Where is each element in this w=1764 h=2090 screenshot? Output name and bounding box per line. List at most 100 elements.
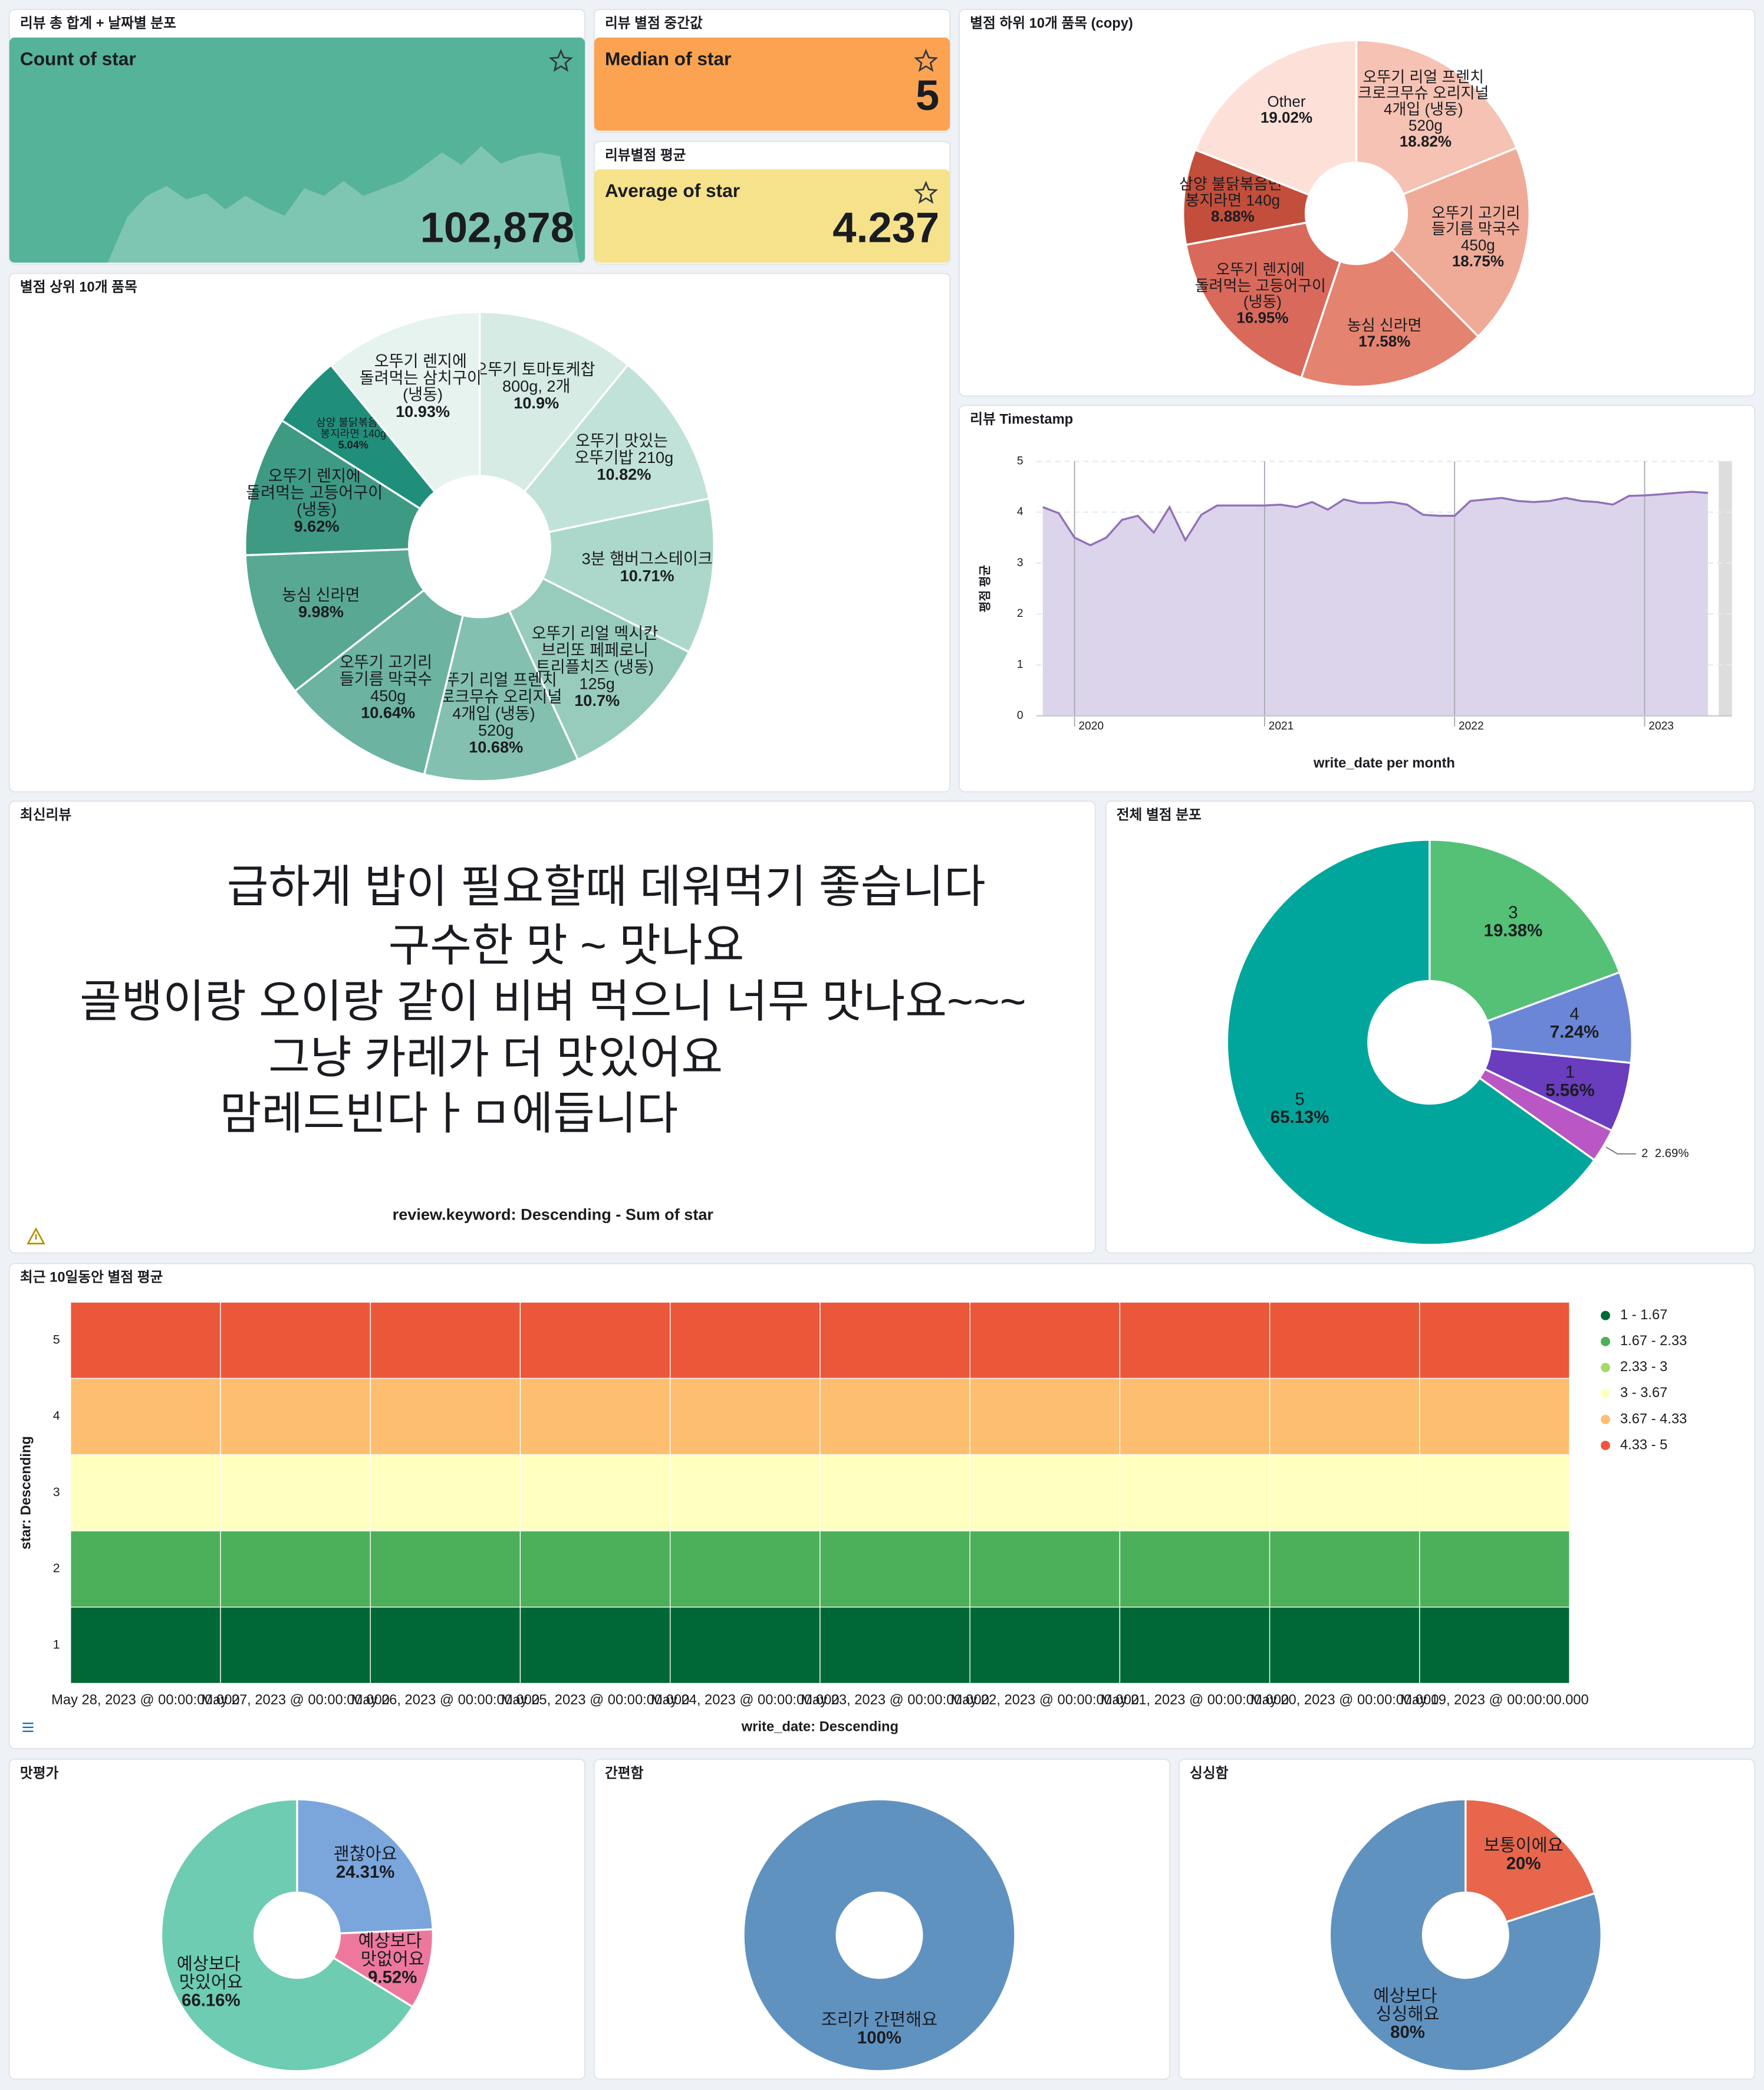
label-line: 맛있어요: [179, 1973, 243, 1992]
x-tick-label: 2022: [1459, 720, 1484, 732]
heatmap-cell: [519, 1606, 671, 1684]
heatmap-cell: [820, 1530, 970, 1608]
pie-slice: [160, 1798, 414, 2072]
legend-swatch: [1601, 1336, 1610, 1346]
panel-title: 전체 별점 분포: [1117, 807, 1202, 823]
metric-label: Average of star: [605, 180, 740, 201]
metric-card: [594, 169, 950, 263]
sparkline-area: [9, 146, 580, 263]
panel: [593, 1759, 1171, 2080]
slice-label: 오뚜기 리얼 프렌치 크로크무슈 오리지널 4개입 (냉동) 520g: [1358, 68, 1493, 134]
label-line: (냉동): [403, 385, 443, 403]
pie-slice: [541, 497, 715, 653]
y-tick-label: 3: [1017, 557, 1023, 569]
pie-slice: [423, 609, 580, 783]
slice-value: 9.62%: [294, 517, 340, 535]
label-line: 조리가 간편해요: [821, 2010, 937, 2029]
panel-title: 최신리뷰: [20, 807, 71, 823]
heatmap-cell: [820, 1606, 970, 1684]
slice-label: 조리가 간편해요: [821, 2010, 937, 2029]
pie-slice: [1184, 221, 1342, 379]
metric-value: 4.237: [832, 204, 939, 251]
slice-label: 오뚜기 렌지에 돌려먹는 삼치구이 (냉동): [360, 351, 486, 403]
heatmap-cell: [820, 1454, 970, 1532]
y-tick-label: 4: [53, 1409, 60, 1423]
heatmap-cell: [1119, 1378, 1271, 1455]
heatmap-cell: [70, 1530, 221, 1608]
slice-value: 16.95%: [1236, 309, 1288, 327]
pie-slice: [742, 1798, 1016, 2072]
cloud-word: 구수한 맛 ~ 맛나요: [389, 921, 745, 971]
heatmap-cell: [670, 1378, 821, 1455]
slice-value: 5.56%: [1545, 1080, 1594, 1100]
label-line: 오뚜기 고기리: [340, 653, 437, 671]
legend-label: 1 - 1.67: [1620, 1307, 1667, 1323]
label-line: 브리또 페페로니: [541, 641, 653, 659]
label-line: 돌려먹는 고등어구이: [246, 484, 387, 502]
legend-swatch: [1601, 1362, 1610, 1372]
slice-value: 18.82%: [1400, 132, 1452, 150]
label-line: 1: [1565, 1062, 1575, 1082]
heatmap-cell: [370, 1302, 521, 1379]
heatmap-cell: [70, 1454, 221, 1532]
panel: [8, 272, 951, 793]
x-tick-label: May 27, 2023 @ 00:00:00.000: [201, 1693, 389, 1708]
label-line: 돌려먹는 고등어구이: [1195, 277, 1330, 294]
y-tick-label: 2: [1017, 607, 1023, 620]
cloud-word: 골뱅이랑 오이랑 같이 비벼 먹으니 너무 맛나요~~~: [80, 977, 1026, 1027]
label-line: 들기름 막국수: [1431, 220, 1525, 238]
x-tick-label: May 26, 2023 @ 00:00:00.000: [351, 1693, 539, 1708]
label-line: 4개입 (냉동): [452, 704, 539, 722]
panel: [959, 9, 1756, 397]
slice-label: 오뚜기 렌지에 돌려먹는 고등어구이 (냉동): [1195, 261, 1330, 311]
heatmap-cell: [370, 1606, 521, 1684]
heatmap-cell: [670, 1530, 821, 1608]
legend-label: 1.67 - 2.33: [1620, 1333, 1687, 1349]
label-line: 돌려먹는 삼치구이: [360, 369, 486, 387]
legend-label: 3.67 - 4.33: [1620, 1411, 1687, 1427]
label-line: (냉동): [1243, 293, 1282, 310]
metric-card: [9, 37, 585, 263]
cloud-caption: review.keyword: Descending - Sum of star: [393, 1205, 714, 1223]
heatmap-cell: [1119, 1606, 1271, 1684]
pie-slice: [330, 311, 481, 494]
heatmap-cell: [1419, 1454, 1570, 1532]
pie-slice: [1464, 1798, 1597, 1924]
legend-swatch: [1601, 1441, 1610, 1450]
x-tick-label: 2021: [1269, 720, 1294, 732]
slice-label: Other: [1268, 93, 1306, 110]
label-line: 농심 신라면: [1347, 316, 1422, 334]
slice-value: 17.58%: [1358, 333, 1410, 350]
slice-value: 10.93%: [396, 402, 450, 420]
legend-swatch: [1601, 1389, 1610, 1398]
slice-label: 오뚜기 리얼 프렌치 크로크무슈 오리지널 4개입 (냉동) 520g: [425, 671, 567, 739]
heatmap-cell: [1119, 1530, 1271, 1608]
metric-card: [594, 37, 950, 131]
heatmap-cell: [1119, 1302, 1271, 1379]
y-tick-label: 0: [1017, 709, 1023, 722]
pie-slice: [1299, 248, 1480, 388]
label-line: 봉지라면 140g: [320, 428, 386, 439]
heatmap-cell: [670, 1606, 821, 1684]
pie-slice: [244, 419, 422, 557]
heatmap-cell: [70, 1378, 221, 1455]
y-tick-label: 3: [53, 1485, 60, 1499]
label-line: 오뚜기 리얼 프렌치: [1363, 68, 1489, 86]
slice-label: 농심 신라면: [1347, 316, 1422, 334]
y-axis-title: star: Descending: [18, 1436, 34, 1549]
label-line: 오뚜기 리얼 멕시칸: [532, 624, 663, 642]
heatmap-cell: [969, 1530, 1121, 1608]
pie-slice: [478, 311, 630, 494]
label-line: 오뚜기 렌지에: [268, 466, 366, 485]
slice-value: 7.24%: [1550, 1023, 1599, 1042]
pie-slice: [1486, 971, 1633, 1064]
x-axis-title: write_date per month: [1313, 755, 1455, 771]
slice-label: 삼양 불닭볶음면 봉지라면 140g: [316, 416, 390, 439]
pie-slice: [522, 363, 710, 534]
favorite-icon: [914, 180, 939, 204]
panel-title: 최근 10일동안 별점 평균: [20, 1270, 163, 1286]
pie-slice: [244, 548, 426, 693]
panel-title: 리뷰 별점 중간값: [605, 15, 703, 31]
